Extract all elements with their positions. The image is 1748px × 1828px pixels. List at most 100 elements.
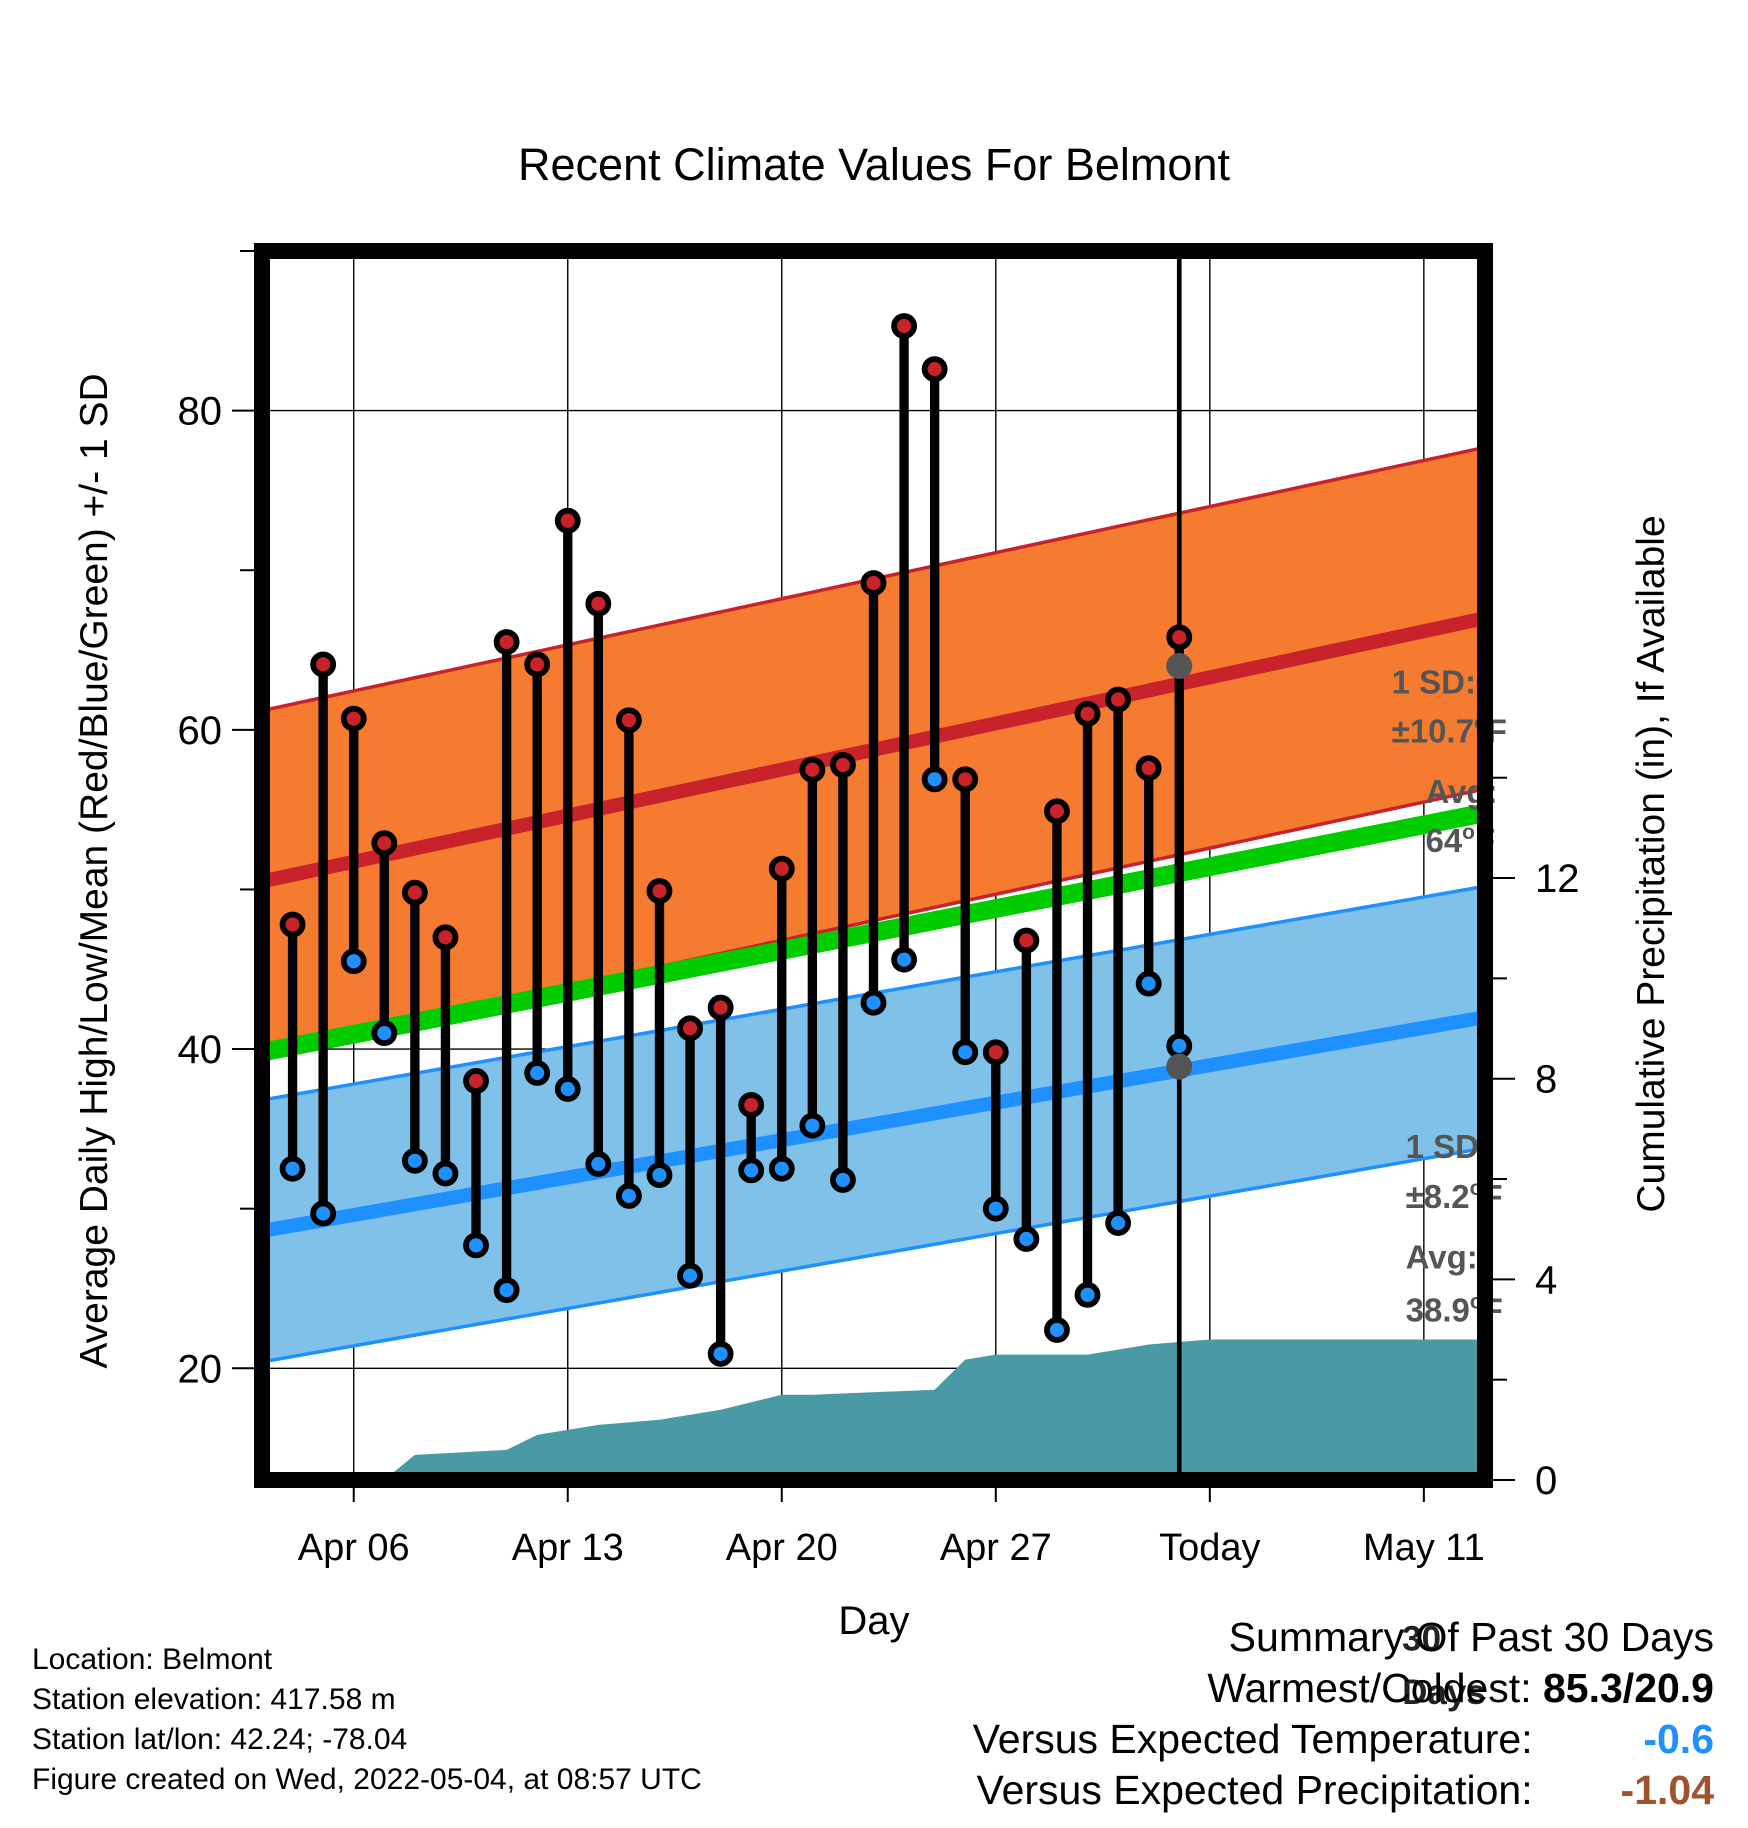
- daily-high-point: [830, 752, 856, 778]
- precip-anomaly-row: Versus Expected Precipitation: -1.04: [973, 1765, 1715, 1816]
- y-axis-label-left: Average Daily High/Low/Mean (Red/Blue/Gr…: [73, 373, 116, 1368]
- daily-low-point: [524, 1060, 551, 1086]
- daily-high-point: [524, 651, 551, 678]
- daily-low-point: [982, 1195, 1009, 1222]
- daily-high-point: [1135, 755, 1162, 782]
- daily-high-point: [585, 590, 612, 617]
- daily-high-point: [921, 356, 948, 383]
- daily-high-point: [768, 855, 795, 882]
- daily-low-point: [1105, 1210, 1132, 1236]
- daily-low-point: [860, 989, 887, 1016]
- daily-low-point: [585, 1151, 612, 1177]
- daily-low-point: [799, 1112, 826, 1139]
- elevation-text: Station elevation: 417.58 m: [32, 1683, 396, 1716]
- daily-low-point: [463, 1232, 489, 1259]
- location-text: Location: Belmont: [32, 1643, 273, 1676]
- daily-low-point: [340, 948, 367, 975]
- daily-low-point: [677, 1262, 703, 1289]
- daily-low-point: [1074, 1281, 1101, 1308]
- latlon-text: Station lat/lon: 42.24; -78.04: [32, 1723, 408, 1756]
- daily-low-point: [738, 1157, 765, 1184]
- warmest-coldest-row: Warmest/Coldest: 85.3/20.9: [973, 1663, 1714, 1714]
- daily-high-point: [371, 830, 398, 857]
- daily-low-point: [401, 1147, 428, 1174]
- low-sd-label: 1 SD:: [1406, 1128, 1490, 1165]
- daily-high-point: [1166, 624, 1193, 651]
- daily-low-point: [768, 1155, 795, 1182]
- station-info: Location: Belmont Station elevation: 417…: [32, 1640, 702, 1800]
- daily-low-point: [646, 1162, 673, 1189]
- daily-high-point: [1044, 798, 1070, 825]
- x-tick-label: Apr 27: [940, 1527, 1052, 1569]
- precip-area: [262, 1339, 1485, 1480]
- high-sd-value: ±10.7oF: [1392, 711, 1507, 749]
- daily-high-point: [646, 878, 673, 904]
- y-tick-label-left: 60: [178, 709, 223, 753]
- daily-low-point: [615, 1182, 642, 1209]
- warmest-coldest-value: 85.3/20.9: [1543, 1665, 1714, 1711]
- daily-low-point: [310, 1200, 337, 1227]
- daily-high-point: [952, 766, 979, 793]
- created-text: Figure created on Wed, 2022-05-04, at 08…: [32, 1763, 702, 1796]
- summary-panel: Summary Of Past 30 Days Warmest/Coldest:…: [973, 1612, 1714, 1816]
- daily-high-point: [615, 707, 642, 734]
- daily-high-point: [707, 994, 734, 1021]
- normal-low-line: [260, 1010, 1487, 1238]
- daily-low-point: [554, 1076, 581, 1102]
- x-tick-label: May 11: [1363, 1527, 1485, 1569]
- daily-high-point: [1013, 927, 1040, 954]
- x-axis-label: Day: [838, 1599, 909, 1643]
- daily-high-point: [493, 629, 520, 655]
- y-tick-label-right: 8: [1535, 1058, 1557, 1102]
- x-tick-label: Today: [1159, 1527, 1260, 1569]
- daily-low-point: [432, 1160, 459, 1187]
- y-tick-label-right: 0: [1535, 1459, 1557, 1503]
- x-tick-label: Apr 20: [726, 1527, 838, 1569]
- daily-high-point: [891, 313, 917, 339]
- y-tick-label-right: 4: [1535, 1258, 1557, 1302]
- y-tick-label-left: 40: [178, 1028, 223, 1072]
- y-axis-label-right: Cumulative Precipitation (in), If Availa…: [1630, 515, 1673, 1212]
- daily-low-point: [707, 1340, 734, 1367]
- y-tick-label-right: 12: [1535, 857, 1580, 901]
- daily-high-point: [432, 924, 459, 951]
- daily-high-point: [340, 705, 367, 732]
- daily-high-point: [677, 1015, 703, 1042]
- daily-low-point: [371, 1020, 398, 1047]
- daily-high-point: [982, 1039, 1009, 1066]
- daily-high-point: [738, 1091, 765, 1118]
- x-tick-label: Apr 06: [298, 1527, 410, 1569]
- y-tick-label-left: 20: [178, 1347, 223, 1391]
- daily-high-point: [554, 507, 581, 534]
- low-avg-label: Avg:: [1406, 1239, 1478, 1276]
- x-tick-label: Apr 13: [512, 1527, 624, 1569]
- temp-anomaly-row: Versus Expected Temperature: -0.6: [973, 1714, 1714, 1765]
- temp-anomaly-label: Versus Expected Temperature:: [972, 1716, 1533, 1762]
- daily-low-point: [1135, 970, 1162, 997]
- daily-low-point: [1013, 1226, 1040, 1252]
- daily-low-point: [1044, 1317, 1070, 1343]
- today-avg-high-marker: [1166, 652, 1193, 679]
- daily-low-point: [493, 1277, 520, 1303]
- daily-high-point: [463, 1068, 489, 1094]
- precip-anomaly-value: -1.04: [1620, 1767, 1714, 1813]
- period-label-unit: Days: [1402, 1673, 1486, 1712]
- daily-high-point: [279, 911, 306, 938]
- daily-low-point: [1166, 1032, 1193, 1059]
- temp-anomaly-value: -0.6: [1643, 1716, 1714, 1762]
- daily-low-point: [921, 766, 948, 793]
- chart-title: Recent Climate Values For Belmont: [518, 139, 1230, 190]
- period-label-number: 30: [1402, 1619, 1441, 1658]
- warmest-coldest-label: Warmest/Coldest:: [1207, 1665, 1532, 1711]
- daily-high-point: [310, 651, 337, 678]
- daily-low-point: [952, 1039, 979, 1066]
- daily-low-point: [279, 1155, 306, 1182]
- precip-anomaly-label: Versus Expected Precipitation:: [976, 1767, 1533, 1813]
- y-tick-label-left: 80: [178, 390, 223, 434]
- plot-frame: [254, 243, 1493, 1488]
- daily-high-point: [1105, 686, 1132, 713]
- high-sd-label: 1 SD:: [1392, 663, 1476, 700]
